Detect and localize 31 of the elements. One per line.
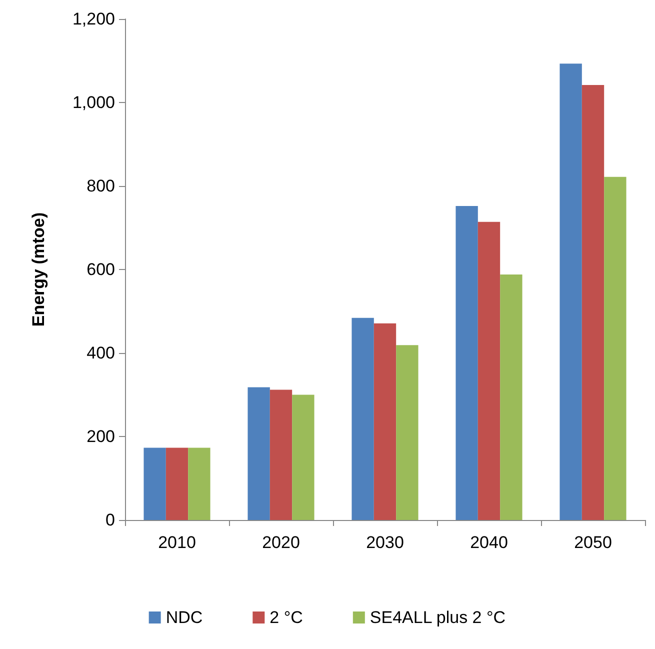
y-tick-label: 1,000 <box>72 93 115 112</box>
bar <box>456 206 478 520</box>
x-tick-label: 2030 <box>366 533 404 552</box>
y-tick-label: 600 <box>86 260 115 279</box>
legend-label: SE4ALL plus 2 °C <box>370 608 506 627</box>
x-tick-label: 2050 <box>574 533 612 552</box>
bar <box>582 84 604 520</box>
bar <box>478 222 500 520</box>
y-tick-label: 0 <box>106 510 115 530</box>
y-tick-label: 200 <box>86 427 115 446</box>
bar <box>500 274 522 520</box>
bar <box>144 448 166 520</box>
bar <box>352 318 374 520</box>
legend-label: NDC <box>166 608 203 627</box>
y-tick-label: 400 <box>86 344 115 362</box>
bar <box>292 394 314 520</box>
legend-label: 2 °C <box>270 608 303 627</box>
bar <box>396 345 418 520</box>
y-axis-title: Energy (mtoe) <box>29 212 48 327</box>
bar <box>248 387 270 520</box>
bar <box>374 323 396 520</box>
bar <box>188 448 210 520</box>
x-tick-label: 2010 <box>158 533 196 552</box>
bar <box>604 176 626 520</box>
y-tick-label: 1,200 <box>72 10 115 28</box>
x-tick-label: 2040 <box>470 533 508 552</box>
y-tick-label: 800 <box>86 176 115 196</box>
bar <box>166 448 188 520</box>
bar <box>270 390 292 520</box>
x-tick-label: 2020 <box>262 533 300 552</box>
bar <box>560 64 582 520</box>
